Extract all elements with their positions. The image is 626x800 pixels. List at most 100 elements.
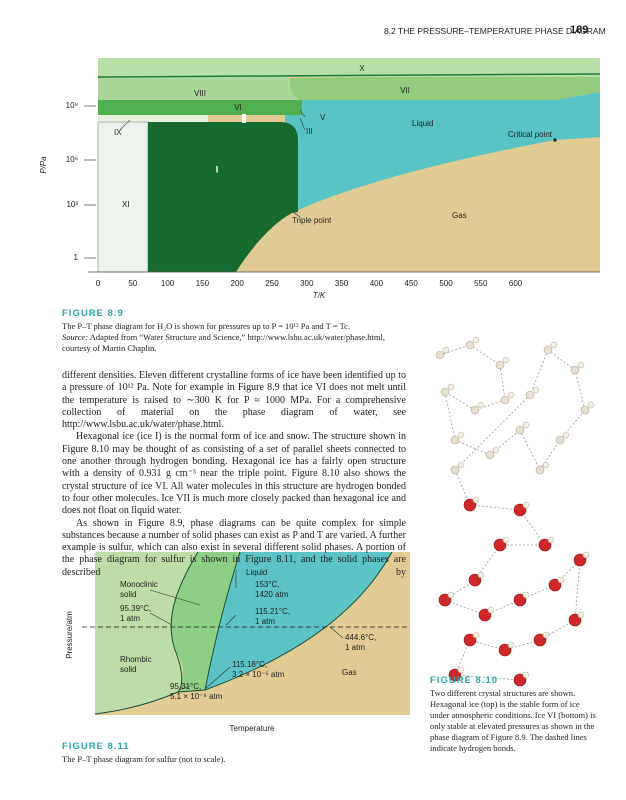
oxygen-atom	[535, 465, 545, 475]
oxygen-atom	[468, 573, 482, 587]
hydrogen-bond	[469, 344, 501, 366]
annotation: 1 atm	[120, 614, 140, 623]
hydrogen-atom	[557, 576, 565, 584]
region-label: Critical point	[508, 130, 553, 139]
hydrogen-atom	[492, 446, 500, 454]
hydrogen-atom	[522, 421, 530, 429]
oxygen-atom	[533, 633, 547, 647]
oxygen-atom	[513, 503, 527, 517]
oxygen-atom	[568, 613, 582, 627]
hydrogen-atom	[542, 631, 550, 639]
hydrogen-atom	[542, 461, 550, 469]
monoclinic-region	[171, 552, 240, 692]
hydrogen-atom	[522, 591, 530, 599]
region-label: VI	[234, 103, 242, 112]
hydrogen-bond	[519, 509, 546, 546]
hydrogen-bond	[489, 429, 521, 456]
region-label: I	[216, 164, 219, 174]
annotation: 115.18°C,	[232, 660, 267, 669]
page-number: 189	[570, 24, 589, 36]
region-label: Triple point	[292, 216, 332, 225]
x-tick-label: 250	[265, 279, 279, 288]
hydrogen-atom	[477, 401, 485, 409]
hydrogen-atom	[487, 606, 495, 614]
crystal-image	[435, 336, 595, 687]
x-tick-label: 500	[439, 279, 453, 288]
x-region	[98, 58, 600, 77]
region-label: V	[320, 113, 326, 122]
oxygen-atom	[438, 593, 452, 607]
leader	[119, 119, 131, 131]
annotation: 1420 atm	[255, 590, 289, 599]
y-axis-label: Pressure/atm	[65, 611, 74, 659]
annotation: 115.21°C,	[255, 607, 290, 616]
hydrogen-atom	[472, 496, 480, 504]
hydrogen-atom	[447, 383, 455, 391]
oxygen-atom	[543, 345, 553, 355]
y-tick-label: 1	[74, 253, 79, 262]
y-tick-label: 10³	[66, 200, 78, 209]
x-tick-label: 150	[196, 279, 210, 288]
leader	[299, 117, 306, 131]
hydrogen-bond	[519, 429, 541, 471]
region-label: X	[359, 64, 365, 73]
hydrogen-atom	[472, 631, 480, 639]
hydrogen-atom	[457, 666, 465, 674]
oxygen-atom	[450, 435, 460, 445]
hydrogen-bond	[469, 504, 521, 511]
oxygen-atom	[470, 405, 480, 415]
figure-caption: Two different crystal structures are sho…	[430, 688, 596, 753]
x-tick-label: 200	[231, 279, 245, 288]
hydrogen-atom	[547, 536, 555, 544]
region-label: IX	[114, 128, 122, 137]
oxygen-atom	[500, 395, 510, 405]
region-label: Liquid	[246, 568, 267, 577]
region-label: XI	[122, 200, 130, 209]
hydrogen-atom	[457, 431, 465, 439]
oxygen-atom	[440, 387, 450, 397]
region-label: Liquid	[412, 119, 433, 128]
oxygen-atom	[450, 465, 460, 475]
liquid-region	[205, 552, 392, 690]
rhombic-region	[95, 552, 198, 714]
oxygen-atom	[485, 450, 495, 460]
figure-label: FIGURE 8.9	[62, 308, 124, 319]
oxygen-atom	[463, 498, 477, 512]
marker	[242, 114, 246, 123]
hydrogen-atom	[502, 356, 510, 364]
oxygen-atom	[435, 350, 445, 360]
hydrogen-bond	[574, 559, 581, 621]
x-tick-label: 100	[161, 279, 175, 288]
hydrogen-atom	[472, 336, 480, 344]
annotation: Monoclinic	[120, 580, 158, 589]
annotation: 95.31°C,	[170, 682, 201, 691]
x-tick-label: 50	[128, 279, 137, 288]
leader	[292, 211, 301, 218]
annotation: 1 atm	[345, 643, 365, 652]
hydrogen-bond	[444, 391, 456, 441]
tick-group: 10⁹ 10⁶ 10³ 1 0 50 100 150 200 250 300 350 400 450 500…	[66, 101, 523, 288]
source-text: Adapted from “Water Structure and Scienc…	[62, 332, 386, 353]
annotation: 3.2 × 10⁻⁵ atm	[232, 670, 285, 679]
hydrogen-atom	[582, 551, 590, 559]
hydrogen-atom	[442, 346, 450, 354]
ix-region	[98, 115, 208, 122]
hydrogen-bond	[454, 394, 531, 471]
x-axis-label: T/K	[313, 291, 326, 300]
leader	[299, 109, 306, 118]
critical-point	[553, 138, 557, 142]
paragraph: As shown in Figure 8.9, phase diagrams c…	[62, 517, 406, 578]
oxygen-atom	[465, 340, 475, 350]
viii-region	[98, 77, 300, 100]
figure-caption: The P–T phase diagram for H₂O is shown f…	[62, 321, 412, 354]
hydrogen-atom	[562, 431, 570, 439]
vi-region	[98, 100, 302, 115]
hydrogen-atom	[507, 391, 515, 399]
hydrogen-atom	[577, 361, 585, 369]
hydrogen-atom	[577, 611, 585, 619]
region-label: VII	[400, 86, 410, 95]
hydrogen-atom	[457, 461, 465, 469]
oxygen-atom	[513, 673, 527, 687]
